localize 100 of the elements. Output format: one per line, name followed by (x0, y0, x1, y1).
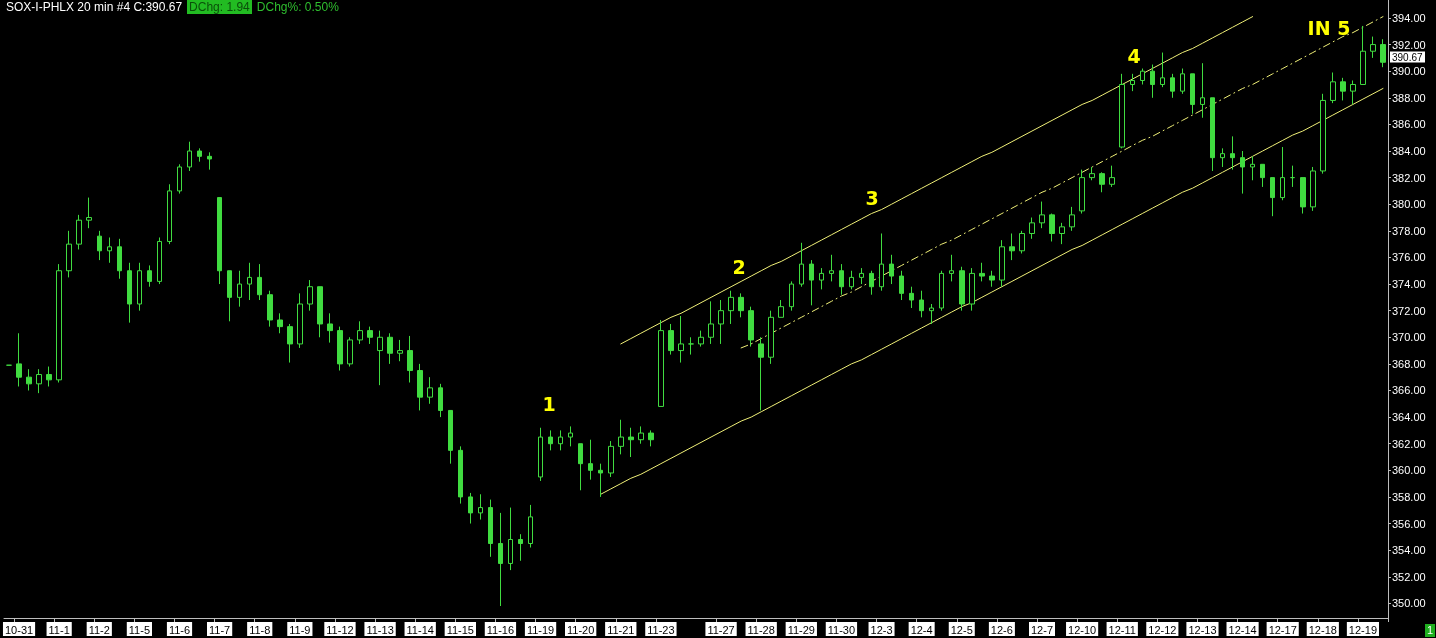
candlestick (1049, 213, 1055, 242)
candlestick (929, 303, 934, 325)
candlestick (427, 376, 433, 405)
line-series (600, 87, 1384, 495)
y-tick-label: 364.00 (1392, 411, 1426, 424)
y-tick-label: 380.00 (1392, 198, 1426, 211)
x-tick-label: 11-29 (787, 623, 815, 636)
candlestick (247, 262, 252, 301)
candlestick (518, 533, 523, 562)
candlestick (448, 409, 453, 465)
text: 390.67 (1390, 51, 1425, 63)
candlestick (66, 230, 72, 278)
candlestick (267, 290, 273, 328)
candlestick (347, 336, 353, 368)
candlestick (1130, 73, 1135, 92)
candlestick (1370, 36, 1376, 59)
x-tick-label: 12-7 (1030, 623, 1054, 636)
candlestick (979, 262, 985, 282)
x-tick-label: 12-6 (990, 623, 1013, 636)
candlestick (46, 366, 52, 387)
x-tick-label: 12-10 (1068, 623, 1097, 636)
candlestick (668, 323, 674, 356)
y-tick-label: 390.00 (1392, 65, 1426, 78)
candlestick (297, 292, 303, 349)
x-tick-label: 12-19 (1348, 623, 1377, 636)
candlestick (1210, 97, 1215, 172)
candlestick (819, 267, 824, 290)
y-tick-label: 378.00 (1392, 224, 1426, 237)
candlestick (969, 267, 975, 312)
candlestick (1109, 165, 1115, 188)
y-tick-label: 354.00 (1392, 544, 1426, 557)
candlestick (277, 312, 283, 334)
candlestick (548, 429, 553, 451)
x-tick-label: 11-30 (827, 623, 856, 636)
x-tick-label: 11-7 (209, 623, 231, 636)
candlestick (1059, 222, 1065, 245)
x-tick-label: 12-4 (910, 623, 933, 636)
x-tick-label: 11-14 (406, 623, 434, 636)
candlestick (257, 263, 262, 301)
x-tick-label: 11-21 (607, 623, 635, 636)
candlestick (989, 270, 995, 288)
candlestick (538, 427, 543, 482)
candlestick (708, 300, 714, 345)
y-tick-label: 394.00 (1392, 11, 1426, 24)
candlestick (588, 439, 593, 481)
candlestick (1069, 206, 1075, 232)
candlestick (959, 266, 965, 312)
x-tick-label: 11-1 (48, 623, 70, 636)
candlestick (488, 499, 493, 558)
annotation: 4 (1127, 45, 1141, 67)
candlestick (768, 310, 774, 365)
candlestick (899, 270, 904, 301)
candlestick (1320, 93, 1326, 175)
candlestick (327, 312, 333, 344)
candlestick (127, 262, 132, 324)
x-tick-label: 11-27 (707, 623, 735, 636)
y-tick-label: 358.00 (1392, 490, 1426, 503)
y-tick-label: 368.00 (1392, 357, 1426, 370)
candlestick (799, 242, 804, 288)
y-tick-label: 376.00 (1392, 251, 1426, 264)
candlestick (16, 332, 22, 387)
x-tick-label: 11-2 (88, 623, 110, 636)
candlestick (1099, 171, 1105, 193)
candlestick (498, 512, 503, 607)
candlestick (187, 141, 192, 172)
candlestick (1200, 62, 1205, 119)
candlestick (1250, 155, 1255, 181)
candlestick (86, 197, 92, 229)
x-tick-label: 12-5 (950, 623, 973, 636)
candlestick (1190, 73, 1195, 115)
x-tick-label: 11-28 (747, 623, 775, 636)
candlestick (1280, 146, 1285, 201)
candlestick (167, 183, 172, 245)
candlestick (1240, 150, 1245, 195)
candlestick (638, 425, 644, 445)
annotation: 3 (865, 187, 879, 209)
candlestick (568, 425, 573, 447)
candlestick (859, 267, 864, 285)
y-tick-label: 382.00 (1392, 171, 1426, 184)
candlestick (778, 299, 784, 318)
candlestick (387, 332, 393, 365)
candlestick (367, 326, 373, 345)
x-tick-label: 10-31 (4, 623, 34, 636)
candlestick (949, 254, 954, 282)
candlestick (608, 440, 614, 478)
y-tick-label: 350.00 (1392, 597, 1426, 610)
candlestick (1079, 169, 1085, 215)
y-tick-label: 372.00 (1392, 304, 1426, 317)
candlestick (237, 270, 242, 308)
annotation: DChg: 1.94 (187, 0, 252, 14)
candlestick (1089, 166, 1095, 181)
candlestick (97, 230, 102, 261)
x-tick-label: 11-5 (128, 623, 150, 636)
candlestick (1330, 72, 1336, 104)
candlestick (207, 151, 212, 171)
y-tick-label: 384.00 (1392, 145, 1426, 158)
y-tick-label: 362.00 (1392, 437, 1426, 450)
candlestick (869, 270, 874, 296)
candlestick (658, 319, 664, 407)
x-tick-label: 12-11 (1108, 623, 1136, 636)
